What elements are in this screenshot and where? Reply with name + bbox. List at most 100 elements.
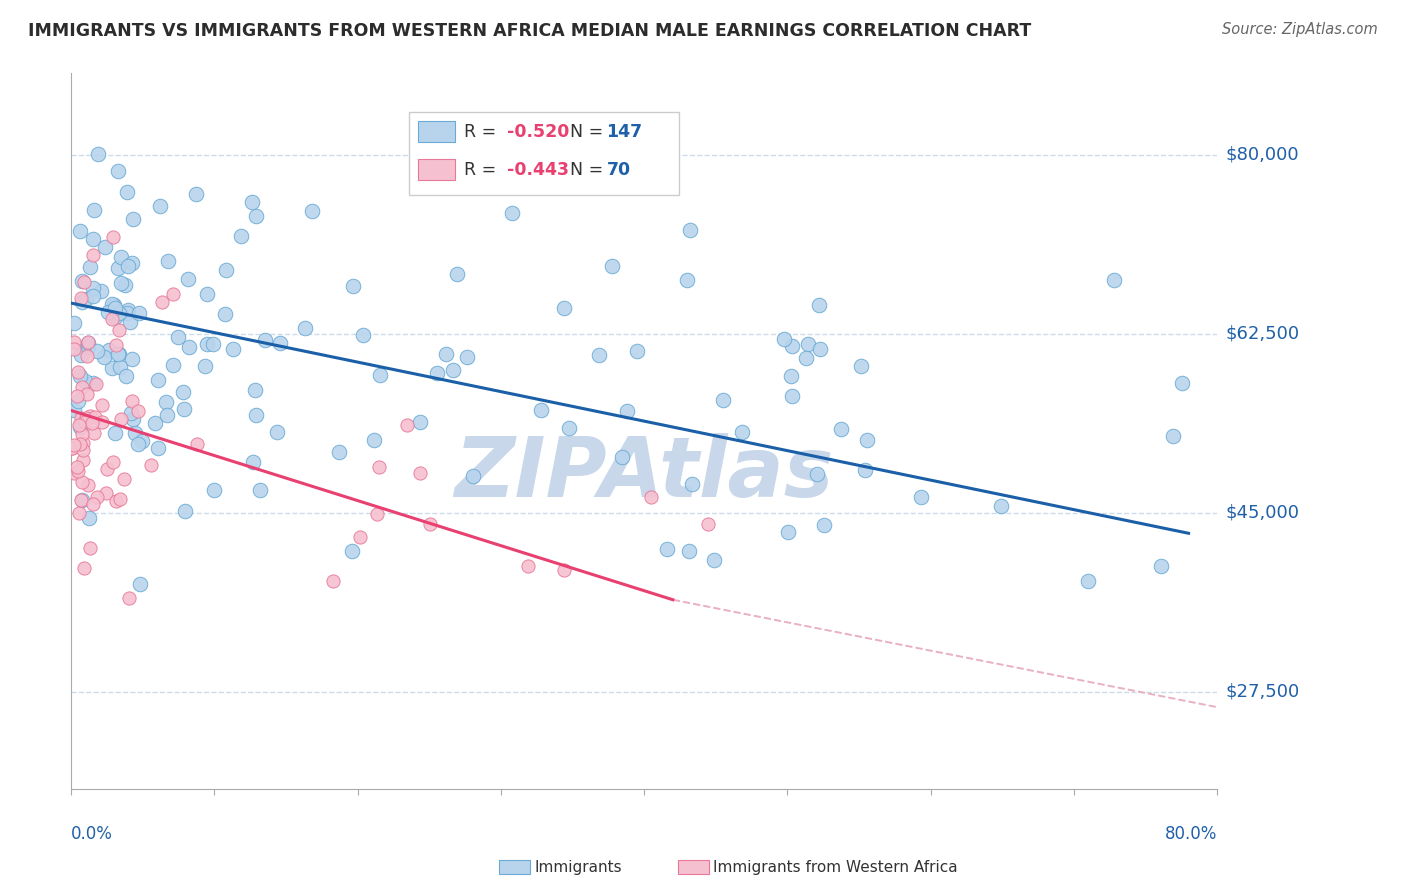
Point	[82, 289, 104, 303]
Point	[696, 517, 718, 532]
Text: N =: N =	[569, 161, 609, 178]
Point	[121, 394, 143, 409]
Point	[122, 412, 145, 426]
Point	[104, 426, 127, 441]
Point	[186, 437, 208, 451]
Point	[530, 403, 553, 417]
Point	[107, 164, 129, 178]
Point	[408, 415, 430, 429]
Point	[221, 342, 243, 356]
Point	[124, 425, 146, 440]
Point	[72, 427, 94, 442]
Point	[266, 425, 288, 439]
Point	[83, 426, 105, 441]
Point	[172, 385, 194, 400]
Point	[366, 508, 388, 522]
Point	[174, 504, 197, 518]
Point	[352, 328, 374, 343]
Text: ZIPAtlas: ZIPAtlas	[454, 434, 834, 515]
Point	[197, 287, 219, 301]
Point	[75, 293, 97, 307]
Text: 147: 147	[606, 123, 643, 141]
Point	[69, 369, 91, 384]
Point	[245, 408, 267, 422]
Point	[245, 209, 267, 223]
Point	[910, 490, 932, 504]
Point	[110, 412, 132, 426]
Point	[368, 368, 391, 382]
Point	[808, 342, 831, 356]
Point	[115, 369, 138, 384]
Point	[69, 224, 91, 238]
Text: 80.0%: 80.0%	[1164, 825, 1218, 843]
Point	[679, 223, 702, 237]
Point	[105, 493, 128, 508]
Point	[173, 402, 195, 417]
Point	[780, 338, 803, 352]
Point	[70, 417, 93, 431]
Bar	[419, 159, 456, 180]
Point	[82, 247, 104, 261]
Point	[418, 516, 440, 531]
Point	[368, 459, 391, 474]
Point	[129, 577, 152, 591]
Point	[69, 348, 91, 362]
Point	[152, 294, 174, 309]
Point	[558, 420, 581, 434]
Point	[612, 450, 634, 464]
Point	[63, 334, 86, 349]
Point	[77, 340, 100, 354]
Point	[143, 416, 166, 430]
Point	[773, 332, 796, 346]
Point	[114, 277, 136, 292]
Point	[63, 403, 86, 417]
Point	[602, 259, 624, 273]
Point	[70, 274, 93, 288]
Point	[96, 462, 118, 476]
Point	[66, 459, 89, 474]
Point	[84, 409, 107, 424]
Point	[776, 524, 799, 539]
Point	[121, 256, 143, 270]
Point	[1077, 574, 1099, 588]
Point	[79, 541, 101, 556]
Point	[117, 302, 139, 317]
Point	[90, 415, 112, 429]
Point	[156, 254, 179, 268]
Point	[76, 386, 98, 401]
Point	[117, 259, 139, 273]
Point	[67, 417, 90, 432]
Point	[120, 315, 142, 329]
Point	[1170, 376, 1192, 390]
Text: 0.0%: 0.0%	[72, 825, 112, 843]
Point	[616, 404, 638, 418]
Point	[806, 467, 828, 481]
Point	[82, 376, 104, 391]
Point	[70, 294, 93, 309]
Point	[93, 350, 115, 364]
Point	[79, 511, 101, 525]
Point	[588, 347, 610, 361]
Point	[446, 267, 468, 281]
Point	[501, 206, 523, 220]
Point	[322, 574, 344, 589]
Point	[794, 351, 817, 366]
Point	[349, 530, 371, 544]
Point	[70, 379, 93, 393]
Point	[110, 277, 132, 291]
Point	[103, 310, 125, 324]
Point	[797, 336, 820, 351]
Point	[215, 262, 238, 277]
Point	[63, 438, 86, 452]
Point	[70, 411, 93, 425]
Point	[66, 394, 89, 409]
Point	[782, 389, 804, 403]
Point	[117, 305, 139, 319]
Point	[76, 478, 98, 492]
Point	[94, 240, 117, 254]
Point	[434, 347, 457, 361]
Point	[75, 410, 97, 425]
Point	[1102, 273, 1125, 287]
Point	[254, 333, 277, 347]
Point	[72, 436, 94, 450]
